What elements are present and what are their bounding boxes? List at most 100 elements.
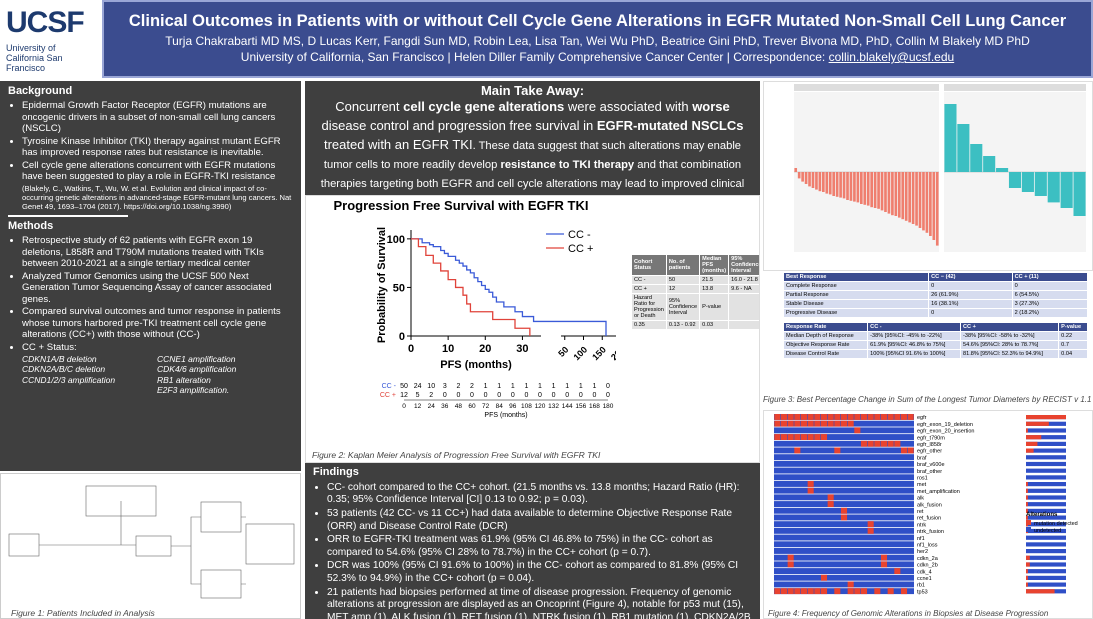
risk-time: 12 [414, 403, 422, 410]
table-row: Objective Response Rate 61.9% [95%CI: 46.… [783, 340, 1088, 350]
status-grid: CDKN1A/B deletion CDKN2A/B/C deletion CCND… [8, 354, 293, 395]
risk-time: 120 [535, 403, 546, 410]
table-header: 95% Confidence Interval [728, 254, 759, 276]
bar [957, 124, 970, 172]
chart-title: Progression Free Survival with EGFR TKI [333, 198, 588, 213]
table-cell: 0.03 [699, 320, 730, 330]
gene-label: nf1_loss [917, 543, 938, 549]
table-cell: CC + [631, 284, 667, 294]
freq-bg [1026, 569, 1066, 574]
citation-wrap: (Blakely, C., Watkins, T., Wu, W. et al.… [22, 184, 293, 211]
table-cell: 81.8% [95%CI: 52.3% to 94.9%] [959, 349, 1060, 359]
risk-time: 60 [468, 403, 476, 410]
table-row: Disease Control Rate 100% [95%CI 91.6% to… [783, 349, 1088, 359]
bar [853, 172, 856, 202]
table-header: Cohort Status [631, 254, 667, 276]
risk-count: 10 [427, 383, 435, 390]
freq-bar [1026, 515, 1028, 520]
logo-sub: University of California San Francisco [6, 43, 63, 73]
freq-bar [1026, 555, 1030, 560]
bar [825, 172, 829, 194]
risk-time: 144 [562, 403, 573, 410]
bar [911, 172, 915, 224]
onco-cell [827, 420, 834, 427]
background-heading: Background [8, 85, 73, 97]
freq-bar [1026, 435, 1042, 440]
flow-box [8, 533, 40, 557]
table-cell: 0.35 [631, 320, 667, 330]
logo-area: UCSF University of California San Franci… [0, 0, 102, 78]
legend-title: Alterations [1026, 512, 1058, 518]
table-cell: -38% [95%CI: -58% to -32%] [959, 331, 1060, 341]
figure3-tables: Best Response CC − (42) CC + (11) Complete … [783, 272, 1088, 394]
bar [863, 172, 867, 205]
takeaway-lead: Concurrent cell cycle gene alterations w… [322, 99, 744, 152]
freq-bg [1026, 482, 1066, 487]
bullet: Epidermal Growth Factor Receptor (EGFR) … [22, 100, 293, 135]
onco-cell [854, 588, 861, 595]
table-cell: 0.22 [1058, 331, 1088, 341]
freq-bg [1026, 549, 1066, 554]
freq-bar [1026, 448, 1034, 453]
onco-cell [787, 588, 794, 595]
takeaway-text: and that combination therapies targeting… [320, 158, 745, 190]
gene-label: nf1 [917, 536, 925, 542]
bar [822, 172, 825, 192]
takeaway-text: cell cycle gene alterations [403, 99, 565, 114]
onco-cell [814, 420, 821, 427]
bullet: ORR to EGFR-TKI treatment was 61.9% (95%… [327, 534, 752, 559]
risk-count: 1 [592, 383, 596, 390]
table-header: CC - [867, 322, 961, 332]
onco-cell [800, 414, 808, 420]
freq-bar [1026, 415, 1066, 420]
table: Cohort Status No. of patients Median PFS (… [631, 254, 759, 330]
gene-label: ret_fusion [917, 516, 941, 522]
bar [1021, 172, 1034, 192]
onco-cell [787, 554, 794, 561]
takeaway-text: . These data suggest that such alteratio… [323, 139, 742, 171]
freq-bg [1026, 542, 1066, 547]
risk-count: 1 [511, 383, 515, 390]
risk-count: 0 [484, 392, 488, 399]
risk-count: 1 [484, 383, 488, 390]
onco-cell [807, 414, 814, 420]
email[interactable]: collin.blakely@ucsf.edu [828, 50, 955, 64]
table-cell: 21.5 [699, 275, 730, 285]
onco-cell [827, 494, 834, 501]
table-header: No. of patients [665, 254, 701, 276]
header: Clinical Outcomes in Patients with or wi… [102, 0, 1093, 78]
onco-cell [820, 420, 828, 427]
onco-row [774, 548, 914, 554]
table-cell [728, 320, 759, 330]
table-header: Best Response [783, 272, 930, 282]
takeaway: Main Take Away: Concurrent cell cycle ge… [305, 81, 760, 195]
table-cell: 2 (18.2%) [1011, 308, 1088, 318]
risk-count: 0 [443, 392, 447, 399]
gene-label: braf [917, 455, 927, 461]
bar [877, 172, 880, 209]
bar [894, 172, 898, 216]
figure3-chart [763, 81, 1093, 271]
onco-row [774, 521, 914, 528]
bar [922, 172, 925, 231]
onco-cell [814, 414, 821, 420]
onco-row [774, 454, 914, 461]
x-tick-label: 100 [571, 345, 589, 363]
onco-cell [874, 588, 881, 595]
table-cell: 9.6 - NA [728, 284, 759, 294]
onco-cell [807, 434, 814, 440]
risk-count: 0 [470, 392, 474, 399]
bar [839, 172, 842, 198]
table-cell: 16 (38.1%) [928, 299, 1013, 309]
table-cell: 0.13 - 0.92 [665, 320, 701, 330]
risk-count: 1 [538, 383, 542, 390]
gene-label: ccne1 [917, 576, 932, 582]
table-row: CC +12 13.8 9.6 - NA [631, 284, 759, 294]
onco-cell [780, 414, 788, 420]
bullet: Compared survival outcomes and tumor res… [22, 306, 293, 341]
freq-bar [1026, 582, 1028, 587]
table-cell: 61.9% [95%CI: 46.8% to 75%] [867, 340, 961, 350]
risk-count: 2 [429, 392, 433, 399]
takeaway-text: disease control and progression free sur… [321, 117, 597, 133]
table-cell: 0 [928, 281, 1013, 291]
